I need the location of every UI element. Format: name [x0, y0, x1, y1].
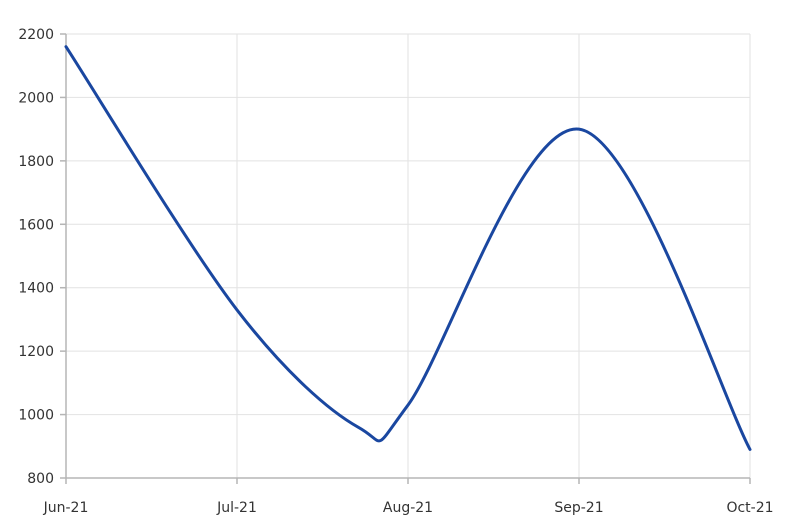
y-tick-label-2200: 2200 — [18, 27, 54, 43]
y-tick-label-1800: 1800 — [18, 154, 54, 170]
x-tick-label-2: Aug-21 — [383, 500, 433, 516]
y-tick-label-1600: 1600 — [18, 217, 54, 233]
x-tick-label-3: Sep-21 — [554, 500, 603, 516]
y-tick-label-1400: 1400 — [18, 281, 54, 297]
y-tick-label-2000: 2000 — [18, 90, 54, 106]
y-tick-label-800: 800 — [27, 471, 54, 487]
x-tick-label-1: Jul-21 — [216, 500, 257, 516]
grid — [66, 33, 751, 478]
tick-labels: 800 1000 1200 1400 1600 1800 2000 2200 Jun-21 Jul… — [18, 27, 773, 516]
series — [64, 45, 752, 451]
y-tick-label-1200: 1200 — [18, 344, 54, 360]
x-tick-label-0: Jun-21 — [43, 500, 89, 516]
y-tick-label-1000: 1000 — [18, 408, 54, 424]
x-tick-label-4: Oct-21 — [726, 500, 773, 516]
axes — [60, 33, 751, 484]
series-line-0 — [64, 45, 752, 451]
